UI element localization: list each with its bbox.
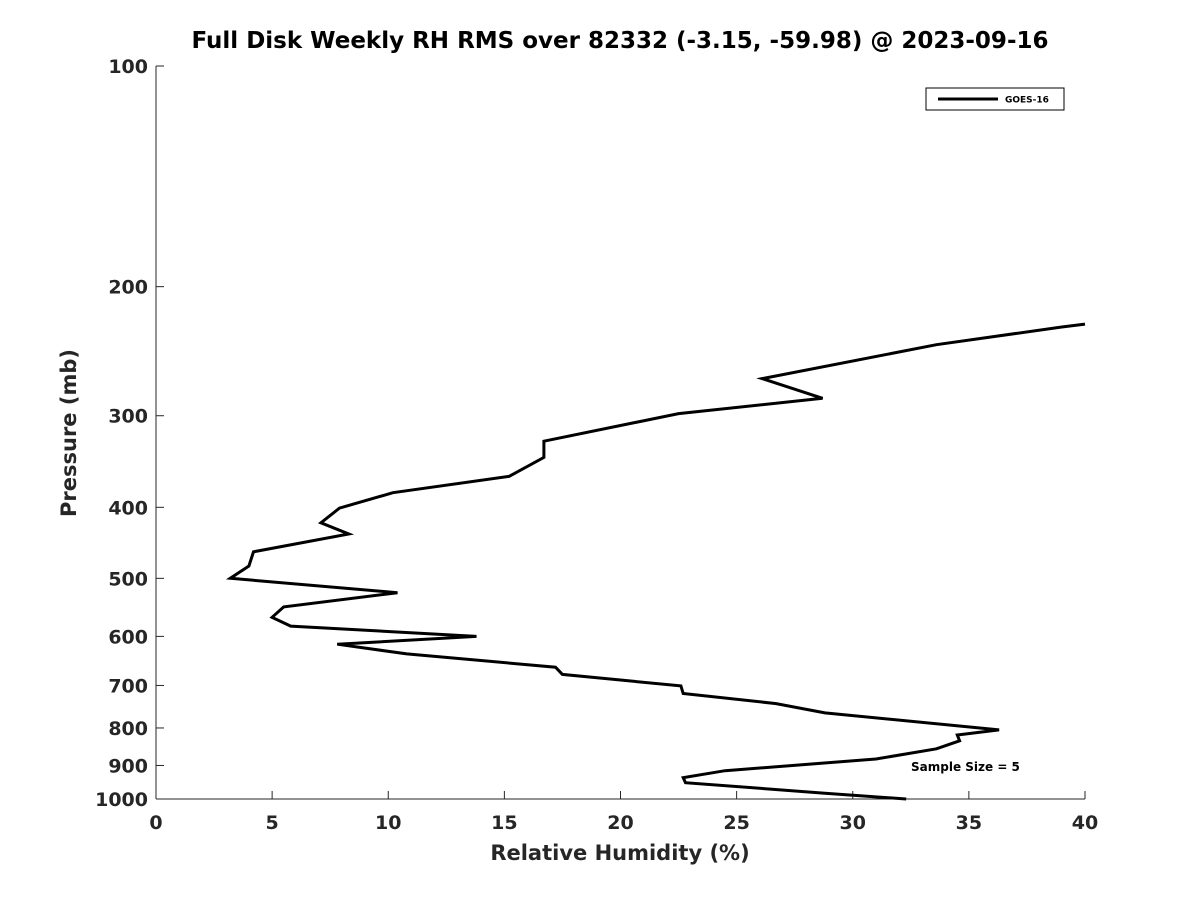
y-tick-label: 200: [108, 277, 148, 299]
y-axis-label: Pressure (mb): [57, 349, 81, 517]
x-tick-label: 0: [149, 812, 162, 834]
chart-title: Full Disk Weekly RH RMS over 82332 (-3.1…: [191, 28, 1049, 54]
x-tick-label: 20: [607, 812, 633, 834]
series-layer: [225, 322, 1086, 801]
axes: 0 5 10 15 20 25 30 35 40 100 200 300 400 500 600 700 800…: [95, 56, 1098, 834]
y-tick-label: 700: [108, 675, 148, 697]
y-tick-label: 900: [108, 755, 148, 777]
sample-size-annotation: Sample Size = 5: [911, 760, 1020, 774]
x-tick-label: 15: [491, 812, 517, 834]
y-tick-label: 400: [108, 497, 148, 519]
x-tick-label: 10: [375, 812, 401, 834]
legend: GOES-16: [925, 87, 1065, 111]
x-tick-label: 25: [723, 812, 749, 834]
x-tick-label: 30: [840, 812, 866, 834]
y-tick-label: 1000: [95, 789, 148, 811]
x-tick-label: 40: [1072, 812, 1098, 834]
x-tick-label: 35: [956, 812, 982, 834]
y-tick-label: 100: [108, 56, 148, 78]
series-line-goes-16: [225, 322, 1086, 801]
x-tick-label: 5: [266, 812, 279, 834]
x-axis-label: Relative Humidity (%): [490, 841, 749, 865]
legend-entry-goes-16: GOES-16: [1005, 96, 1049, 106]
y-tick-label: 300: [108, 406, 148, 428]
y-tick-label: 500: [108, 568, 148, 590]
y-tick-label: 600: [108, 626, 148, 648]
y-tick-label: 800: [108, 718, 148, 740]
